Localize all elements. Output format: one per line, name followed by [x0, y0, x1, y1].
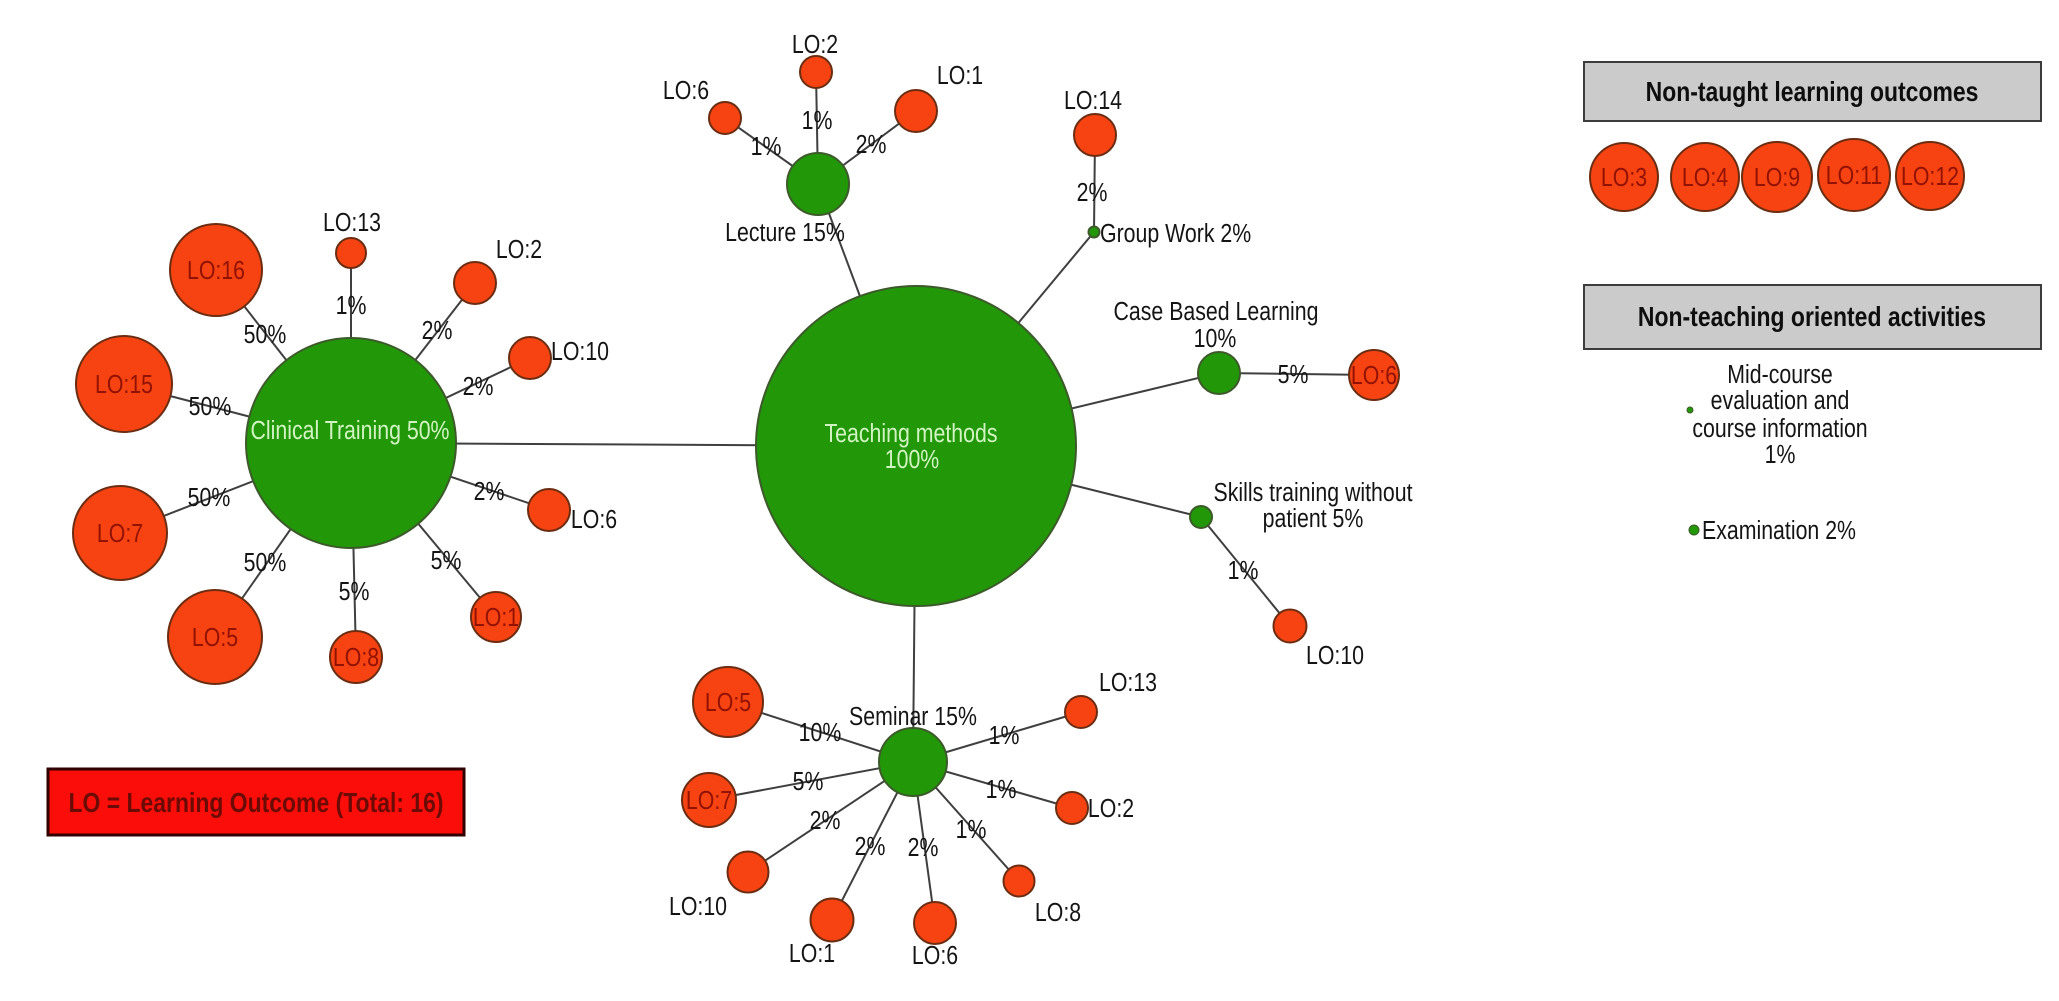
svg-text:LO:8: LO:8	[1035, 898, 1081, 928]
svg-text:LO:2: LO:2	[792, 30, 838, 60]
svg-text:2%: 2%	[463, 372, 494, 402]
svg-text:course information: course information	[1692, 414, 1867, 444]
svg-text:LO:10: LO:10	[669, 892, 727, 922]
svg-text:5%: 5%	[1278, 360, 1309, 390]
svg-text:Teaching methods: Teaching methods	[825, 419, 998, 449]
svg-text:2%: 2%	[908, 833, 939, 863]
svg-text:1%: 1%	[751, 132, 782, 162]
svg-text:Lecture 15%: Lecture 15%	[725, 218, 845, 248]
svg-text:50%: 50%	[189, 392, 232, 422]
svg-text:LO:16: LO:16	[187, 256, 245, 286]
svg-text:LO:6: LO:6	[912, 941, 958, 971]
svg-text:5%: 5%	[793, 767, 824, 797]
svg-text:Examination 2%: Examination 2%	[1702, 516, 1856, 546]
svg-text:LO:12: LO:12	[1901, 162, 1959, 192]
svg-text:2%: 2%	[856, 130, 887, 160]
svg-text:2%: 2%	[422, 316, 453, 346]
svg-text:LO:13: LO:13	[1099, 668, 1157, 698]
svg-text:patient 5%: patient 5%	[1263, 504, 1364, 534]
svg-text:LO:11: LO:11	[1826, 161, 1882, 191]
svg-text:LO:13: LO:13	[323, 208, 381, 238]
svg-text:LO:3: LO:3	[1601, 163, 1647, 193]
svg-text:1%: 1%	[336, 291, 367, 321]
svg-text:LO:15: LO:15	[95, 370, 153, 400]
svg-text:2%: 2%	[474, 477, 505, 507]
svg-text:50%: 50%	[188, 483, 231, 513]
svg-text:LO:10: LO:10	[1306, 641, 1364, 671]
svg-text:LO:5: LO:5	[705, 688, 751, 718]
svg-text:LO:1: LO:1	[789, 939, 835, 969]
svg-text:LO:6: LO:6	[663, 76, 709, 106]
svg-text:Group Work 2%: Group Work 2%	[1100, 219, 1251, 249]
svg-text:2%: 2%	[855, 832, 886, 862]
svg-text:LO = Learning Outcome (Total:: LO = Learning Outcome (Total: 16)	[68, 788, 443, 819]
svg-text:1%: 1%	[802, 106, 833, 136]
svg-text:100%: 100%	[885, 445, 940, 475]
svg-text:Clinical Training 50%: Clinical Training 50%	[250, 416, 449, 446]
svg-text:LO:7: LO:7	[97, 519, 143, 549]
svg-text:Case Based Learning: Case Based Learning	[1114, 297, 1319, 327]
svg-text:50%: 50%	[244, 320, 287, 350]
svg-text:LO:14: LO:14	[1064, 86, 1122, 116]
svg-text:LO:9: LO:9	[1754, 163, 1800, 193]
svg-text:LO:2: LO:2	[496, 235, 542, 265]
svg-text:Seminar 15%: Seminar 15%	[849, 702, 977, 732]
svg-text:10%: 10%	[1194, 324, 1237, 354]
svg-text:LO:7: LO:7	[686, 786, 732, 816]
svg-text:10%: 10%	[799, 718, 842, 748]
svg-text:1%: 1%	[956, 815, 987, 845]
svg-text:5%: 5%	[339, 577, 370, 607]
svg-text:Mid-course: Mid-course	[1727, 360, 1832, 390]
svg-text:Non-taught learning outcomes: Non-taught learning outcomes	[1646, 77, 1979, 108]
svg-text:LO:2: LO:2	[1088, 794, 1134, 824]
svg-text:LO:5: LO:5	[192, 623, 238, 653]
svg-text:50%: 50%	[244, 548, 287, 578]
svg-text:LO:4: LO:4	[1682, 163, 1728, 193]
svg-text:1%: 1%	[1765, 440, 1796, 470]
svg-text:Non-teaching oriented activiti: Non-teaching oriented activities	[1638, 302, 1986, 333]
svg-text:LO:1: LO:1	[473, 603, 519, 633]
svg-text:1%: 1%	[989, 721, 1020, 751]
svg-text:LO:10: LO:10	[551, 337, 609, 367]
svg-text:LO:1: LO:1	[937, 61, 983, 91]
svg-text:LO:6: LO:6	[1351, 361, 1397, 391]
svg-text:5%: 5%	[431, 546, 462, 576]
svg-text:1%: 1%	[1228, 556, 1259, 586]
svg-text:LO:8: LO:8	[333, 643, 379, 673]
svg-text:1%: 1%	[986, 775, 1017, 805]
svg-text:evaluation and: evaluation and	[1711, 386, 1850, 416]
svg-text:2%: 2%	[810, 806, 841, 836]
svg-text:Skills training without: Skills training without	[1213, 478, 1412, 508]
svg-text:LO:6: LO:6	[571, 505, 617, 535]
svg-text:2%: 2%	[1077, 178, 1108, 208]
